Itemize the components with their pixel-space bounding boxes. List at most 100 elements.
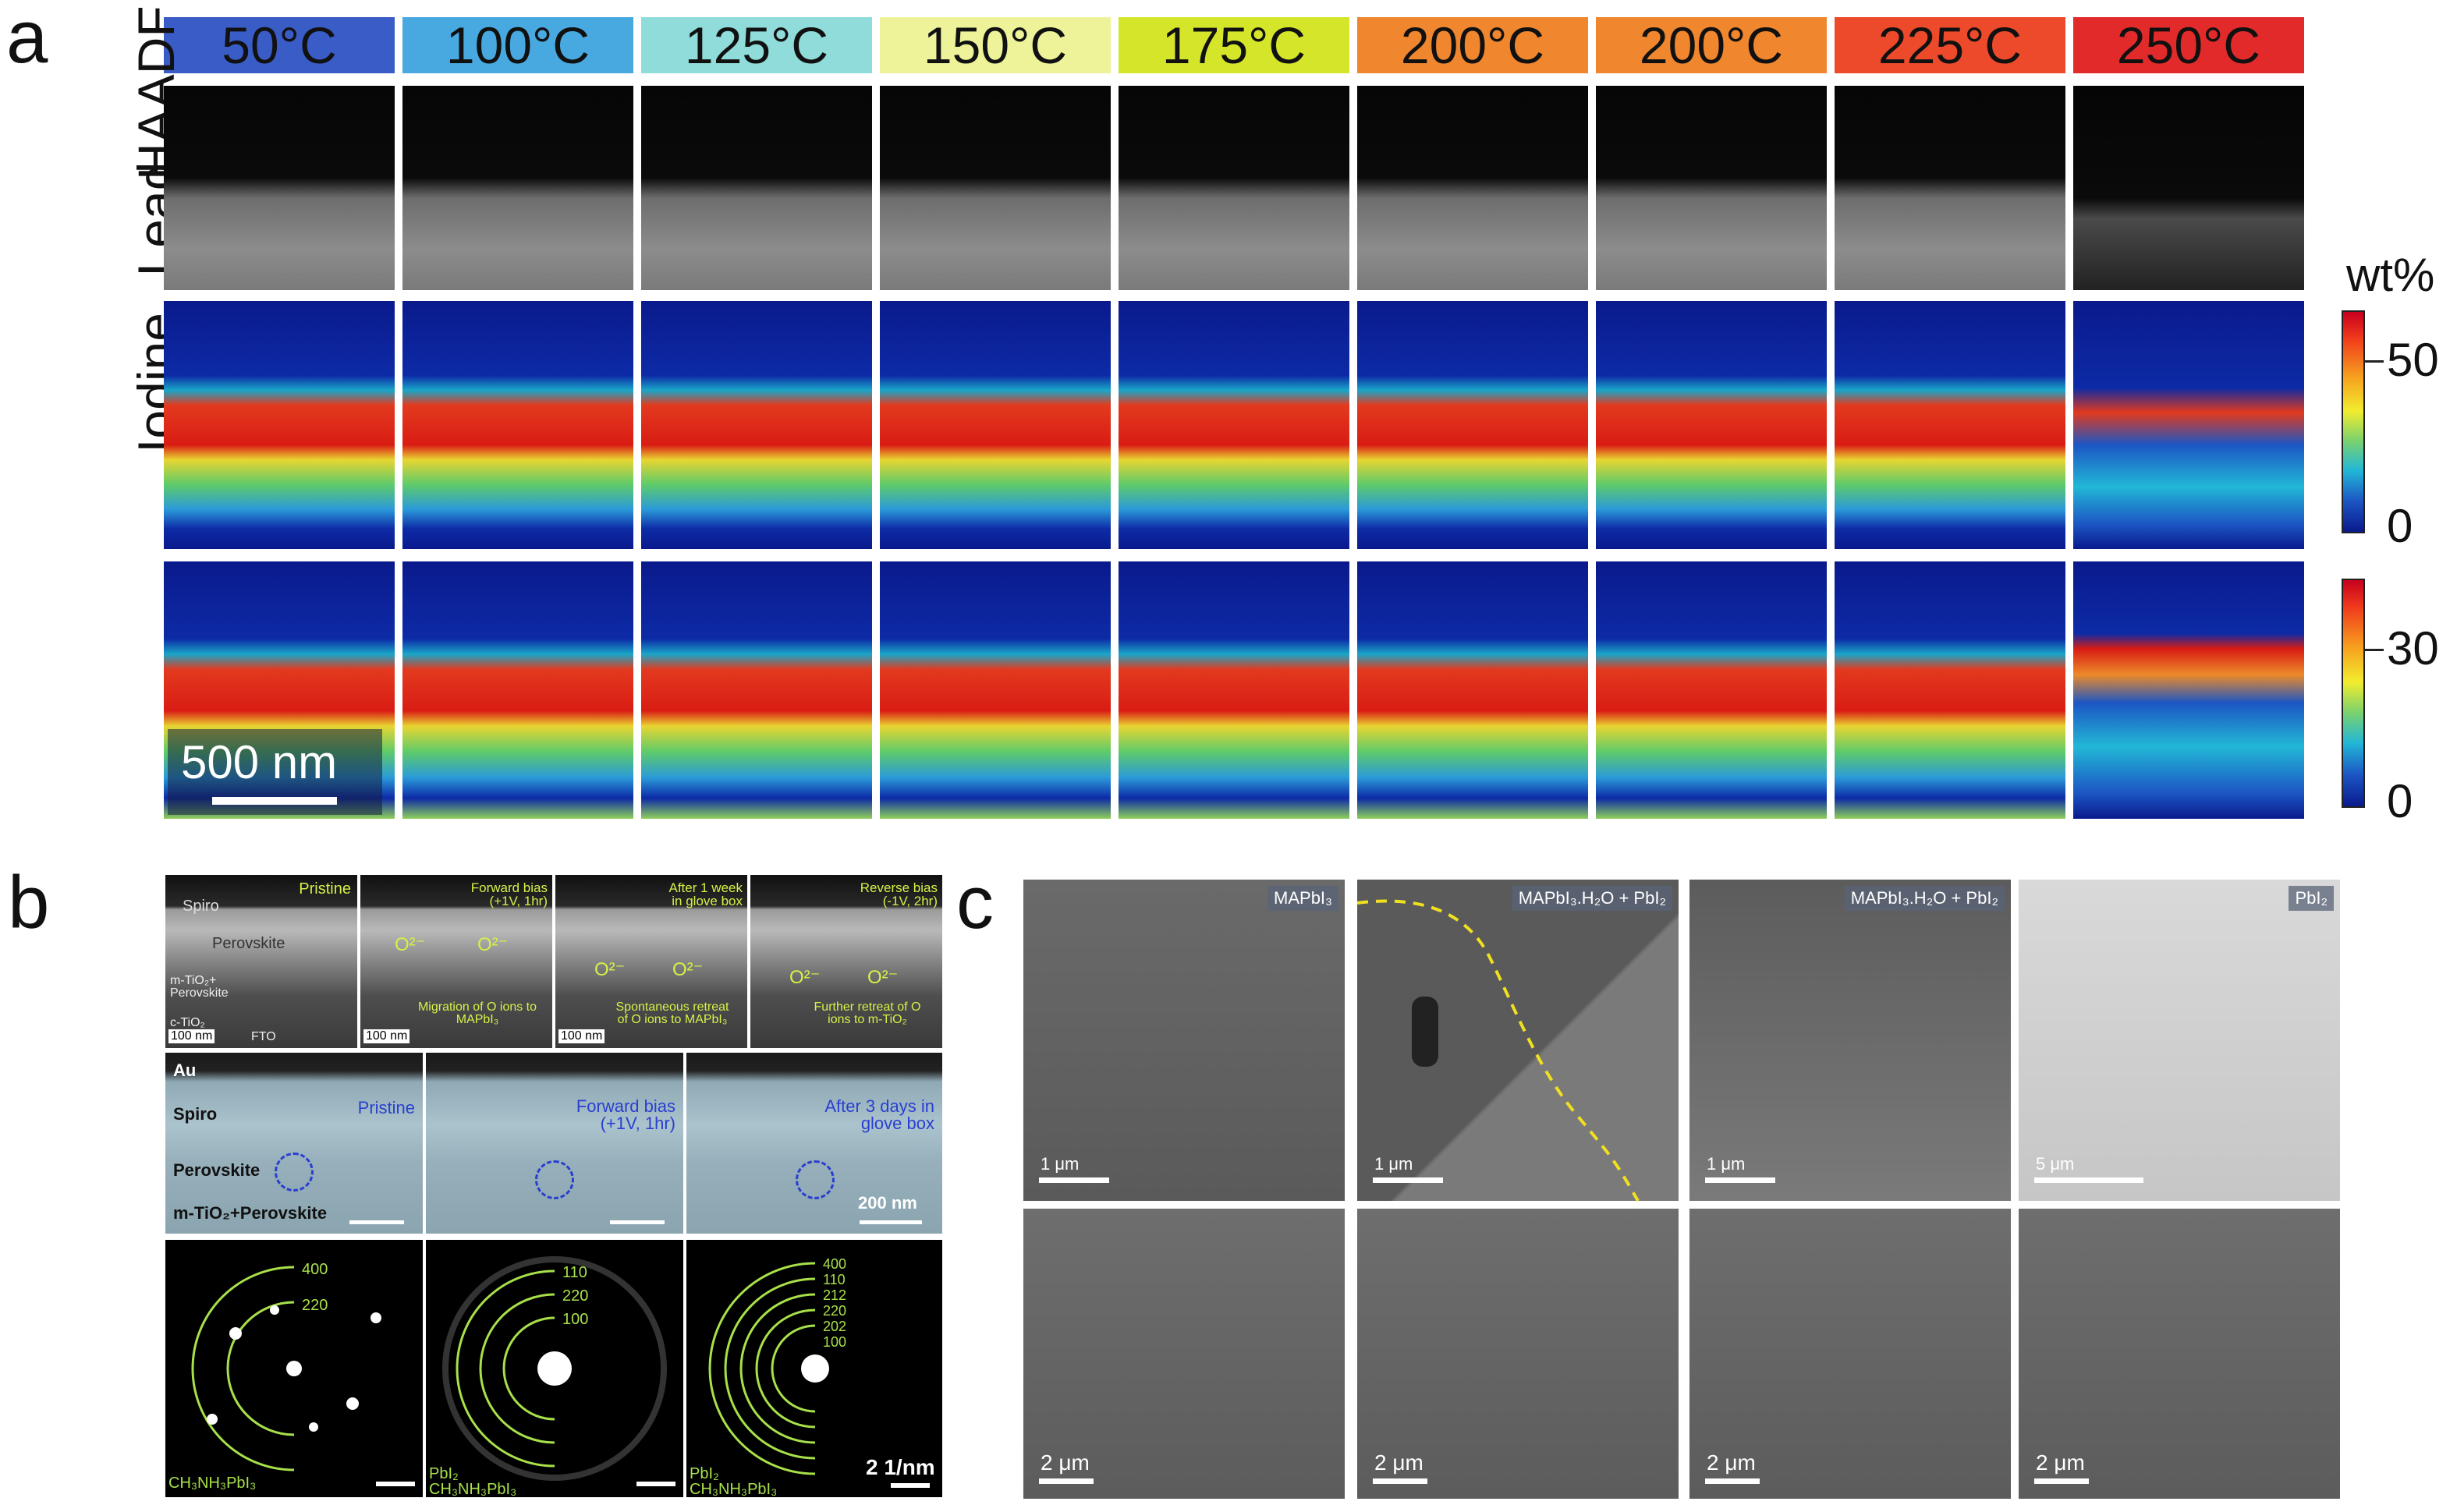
c-top-tile-2: MAPbI₃.H₂O + PbI₂ 1 μm [1357,880,1679,1201]
panel-a-tile-lead-6 [1357,301,1588,549]
panel-a-tile-iodine-3 [641,561,872,819]
temperature-label-4: 150°C [880,17,1111,73]
b-top-title-4: Reverse bias (-1V, 2hr) [860,880,938,908]
panel-a-tile-haadf-1 [164,86,395,290]
b-diff-ring-220-3: 220 [823,1303,847,1319]
b-diff-ring-202-3: 202 [823,1319,847,1334]
b-diff-scalebar-2 [636,1482,675,1486]
b-mid-scalebar-3 [860,1220,922,1224]
panel-a-tile-haadf-2 [402,86,633,290]
b-top-caption-3: Spontaneous retreat of O ions to MAPbI₃ [615,1000,729,1026]
temperature-label-5: 175°C [1119,17,1349,73]
b-top-title-2: Forward bias (+1V, 1hr) [470,880,548,908]
panel-a-tile-iodine-4 [880,561,1111,819]
b-diff-ring-220-1: 220 [302,1297,328,1314]
b-top-layer-mtio2: m-TiO₂+ Perovskite [170,974,229,1000]
c-bottom-tile-1: 2 μm [1023,1209,1345,1499]
c-top-scalebar-1 [1039,1177,1109,1183]
c-top-tile-1: MAPbI₃ 1 μm [1023,880,1345,1201]
b-diff-phase-2: PbI₂ CH₃NH₃PbI₃ [429,1465,517,1497]
b-diff-ring-110-2: 110 [562,1264,587,1281]
b-diff-ring-220-2: 220 [562,1287,589,1305]
panel-a-tile-lead-2 [402,301,633,549]
b-top-layer-fto: FTO [251,1030,276,1043]
panel-a-tile-lead-7 [1596,301,1827,549]
b-mid-layer-spiro: Spiro [173,1104,218,1124]
b-top-tile-2: Forward bias (+1V, 1hr) O²⁻ O²⁻ Migratio… [360,875,552,1048]
b-top-caption-4: Further retreat of O ions to m-TiO₂ [814,1000,921,1026]
panel-a-tile-haadf-3 [641,86,872,290]
b-diff-tile-1: 400 220 CH₃NH₃PbI₃ [165,1240,423,1497]
b-diff-phase-1: CH₃NH₃PbI₃ [168,1475,257,1492]
b-diff-ring-100-3: 100 [823,1334,847,1350]
panel-a-tile-lead-4 [880,301,1111,549]
b-mid-tile-2: Forward bias (+1V, 1hr) [426,1053,683,1234]
b-mid-title-3: After 3 days in glove box [824,1096,934,1133]
c-bottom-scale-label-3: 2 μm [1707,1450,1756,1475]
b-diff-scalebar-1 [376,1482,415,1486]
b-top-layer-perovskite: Perovskite [212,935,285,952]
b-top-tile-1: Pristine Spiro Perovskite m-TiO₂+ Perovs… [165,875,357,1048]
b-diff-phase-3: PbI₂ CH₃NH₃PbI₃ [690,1465,778,1497]
panel-a-tile-iodine-8 [1835,561,2065,819]
iodine-colorbar-tick-low: 0 [2387,775,2413,827]
b-diff-ring-400-3: 400 [823,1256,847,1272]
scalebar-500nm-label: 500 nm [181,736,338,788]
temperature-label-3: 125°C [641,17,872,73]
panel-a-tile-iodine-6 [1357,561,1588,819]
panel-a-tile-haadf-8 [1835,86,2065,290]
c-top-scalebar-2 [1373,1177,1443,1183]
b-mid-scale-3: 200 nm [858,1193,917,1213]
b-top-ion-4b: O²⁻ [867,967,899,988]
b-mid-title-1: Pristine [357,1098,415,1117]
panel-a-tile-iodine-7 [1596,561,1827,819]
c-top-tile-4: PbI₂ 5 μm [2019,880,2340,1201]
panel-c-letter: c [956,861,994,944]
panel-a-letter: a [6,0,48,79]
panel-a-tile-iodine-5 [1119,561,1349,819]
panel-a-tile-lead-5 [1119,301,1349,549]
iodine-colorbar-tickmark [2363,649,2384,651]
b-diff-scale-3: 2 1/nm [866,1455,935,1479]
panel-a-tile-haadf-6 [1357,86,1588,290]
temperature-label-6: 200°C [1357,17,1588,73]
c-bottom-tile-4: 2 μm [2019,1209,2340,1499]
panel-b-letter: b [8,861,50,944]
panel-a-tile-lead-9 [2073,301,2304,549]
b-diff-ring-110-3: 110 [823,1272,846,1287]
b-mid-scalebar-2 [610,1220,665,1224]
temperature-label-2: 100°C [402,17,633,73]
iodine-colorbar [2342,579,2365,808]
b-diff-scalebar-3 [891,1483,930,1488]
panel-a-tile-iodine-9 [2073,561,2304,819]
b-top-scale-1: 100 nm [168,1029,215,1043]
b-diff-tile-3: 400 110 212 220 202 100 PbI₂ CH₃NH₃PbI₃ … [686,1240,942,1497]
b-diff-ring-100-2: 100 [562,1311,589,1328]
c-top-scale-label-3: 1 μm [1707,1154,1746,1174]
temperature-label-1: 50°C [164,17,395,73]
panel-a-tile-haadf-5 [1119,86,1349,290]
b-mid-tile-1: Au Pristine Spiro Perovskite m-TiO₂+Pero… [165,1053,423,1234]
c-bottom-scalebar-4 [2034,1478,2089,1484]
b-top-ion-2a: O²⁻ [395,934,426,955]
c-top-scale-label-4: 5 μm [2036,1154,2075,1174]
c-top-tag-4: PbI₂ [2289,886,2334,911]
b-top-ion-3a: O²⁻ [594,959,626,980]
b-mid-circle-3 [796,1160,835,1199]
b-mid-circle-2 [535,1160,574,1199]
b-mid-scalebar-1 [349,1220,404,1224]
b-top-layer-spiro: Spiro [183,898,219,915]
b-top-ion-4a: O²⁻ [789,967,821,988]
lead-colorbar-tickmark [2363,360,2384,363]
c-bottom-scale-label-2: 2 μm [1374,1450,1424,1475]
panel-a-tile-iodine-2 [402,561,633,819]
c-top-tag-2: MAPbI₃.H₂O + PbI₂ [1512,886,1672,911]
b-mid-layer-mtio2: m-TiO₂+Perovskite [173,1203,328,1223]
scalebar-500nm-bar [212,797,337,805]
c-bottom-scalebar-1 [1039,1478,1094,1484]
b-mid-title-2: Forward bias (+1V, 1hr) [576,1096,675,1133]
panel-a-tile-lead-1 [164,301,395,549]
b-top-title-3: After 1 week in glove box [668,880,743,908]
lead-colorbar-tick-low: 0 [2387,500,2413,552]
b-mid-layer-au: Au [173,1061,197,1080]
